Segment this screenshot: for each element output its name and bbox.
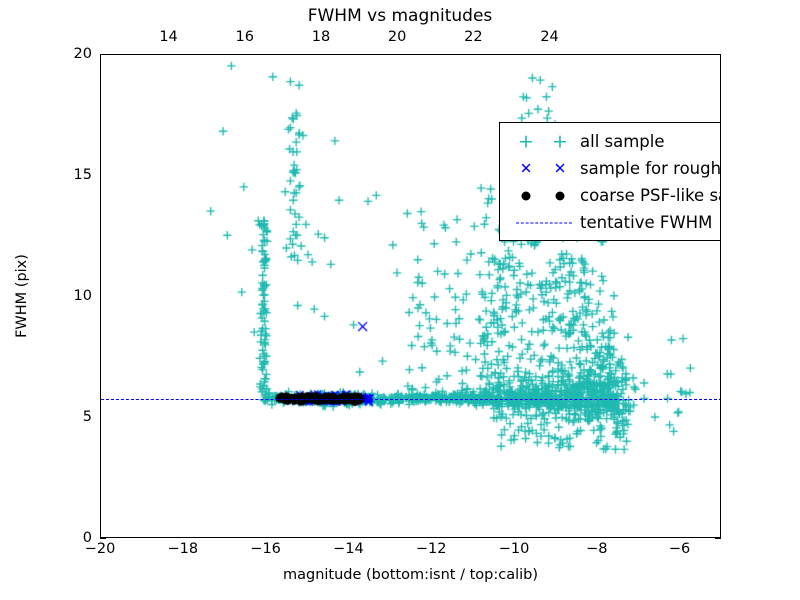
legend-label-coarse-psf: coarse PSF-like sample	[580, 186, 720, 205]
tick-label-bottom-7: −6	[668, 541, 691, 557]
legend-marker-cross-icon: ✕ ✕	[519, 159, 567, 177]
tentative-fwhm-line	[101, 398, 720, 400]
x-axis-label: magnitude (bottom:isnt / top:calib)	[282, 567, 538, 583]
tick-label-bottom-0: −20	[84, 541, 116, 557]
legend-marker-dot-icon	[508, 182, 580, 209]
legend-item-rough-fwhm[interactable]: ✕✕ sample for rough FWHM	[508, 155, 721, 182]
tick-label-y-3: 15	[73, 167, 92, 183]
tick-label-top-3: 20	[387, 29, 407, 45]
legend-item-tentative-fwhm[interactable]: tentative FWHM	[508, 209, 720, 236]
plot-area: ++ all sample ✕✕ sample for rough FWHM c…	[100, 54, 721, 538]
tick-label-bottom-4: −12	[415, 541, 447, 557]
tick-label-bottom-1: −18	[167, 541, 199, 557]
legend-marker-plus-icon: + +	[518, 130, 568, 152]
legend-label-tentative-fwhm: tentative FWHM	[580, 213, 713, 232]
tick-label-top-4: 22	[464, 29, 483, 45]
tick-label-y-2: 10	[73, 288, 92, 304]
legend-label-rough-fwhm: sample for rough FWHM	[580, 159, 721, 178]
tick-label-top-2: 18	[311, 29, 331, 45]
legend: ++ all sample ✕✕ sample for rough FWHM c…	[499, 122, 721, 241]
tick-label-top-0: 14	[159, 29, 178, 45]
legend-label-all-sample: all sample	[580, 132, 665, 151]
page-title: FWHM vs magnitudes	[307, 6, 493, 26]
tick-right-0	[715, 538, 721, 540]
tick-label-top-1: 16	[235, 29, 254, 45]
legend-marker-dashed-line-icon	[508, 209, 580, 236]
tick-label-bottom-6: −8	[586, 541, 608, 557]
tick-label-y-4: 20	[73, 46, 92, 62]
tick-label-bottom-5: −10	[498, 541, 530, 557]
tick-label-top-5: 24	[540, 29, 559, 45]
legend-item-all-sample[interactable]: + + all sample	[508, 128, 720, 155]
tick-label-bottom-3: −14	[333, 541, 364, 557]
y-axis-label: FWHM (pix)	[14, 254, 30, 338]
tick-label-y-0: 0	[82, 530, 92, 546]
tick-label-y-1: 5	[82, 409, 92, 425]
tick-label-bottom-2: −16	[250, 541, 281, 557]
tick-left-0	[100, 538, 106, 540]
legend-item-coarse-psf[interactable]: coarse PSF-like sample	[508, 182, 720, 209]
